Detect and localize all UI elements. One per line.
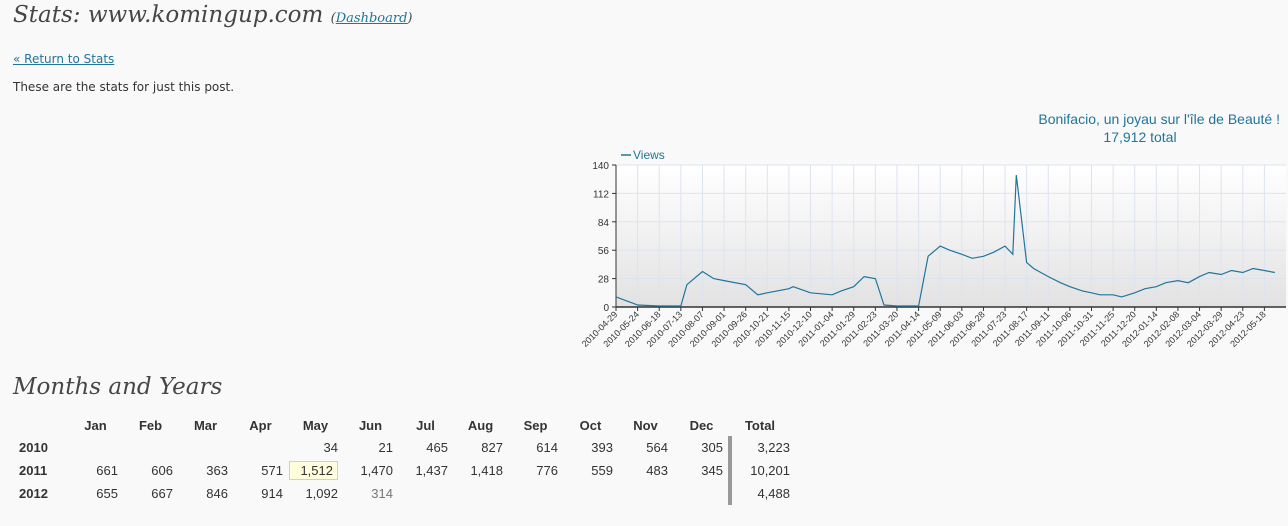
chart-title: Bonifacio, un joyau sur l'île de Beauté … [1038,111,1280,127]
header-year [13,414,68,436]
table-cell: 465 [426,440,448,455]
table-cell: 776 [536,463,558,478]
table-cell [453,482,508,505]
months-table-body: 2010 34 21 465 827 614 393 564 305 3,223 2011 661 60… [13,436,790,505]
months-years-title: Months and Years [13,374,223,400]
header-feb: Feb [138,417,163,433]
table-cell: 606 [151,463,173,478]
table-cell: 827 [481,440,503,455]
dashboard-link-wrap: (Dashboard) [331,11,413,26]
months-table: Jan Feb Mar Apr May Jun Jul Aug Sep Oct Nov Dec Tota… [13,414,790,505]
table-cell: 1,437 [415,463,448,478]
header-apr: Apr [249,417,272,433]
y-tick-label: 140 [592,161,609,172]
header-may: May [302,417,329,433]
table-cell: 1,512 [288,459,343,482]
y-tick-label: 0 [603,303,609,314]
table-cell: 21 [378,440,393,455]
row-total: 3,223 [728,436,790,459]
dashboard-link[interactable]: Dashboard [335,11,408,26]
table-cell: 571 [261,463,283,478]
table-cell [398,482,453,505]
header-jun: Jun [358,417,383,433]
plot-background [616,165,1286,307]
table-cell [178,436,233,459]
header-jul: Jul [416,417,435,433]
table-cell: 305 [701,440,723,455]
y-tick-label: 112 [593,189,609,200]
table-cell: 1,470 [360,463,393,478]
y-tick-label: 28 [598,275,610,286]
header-mar: Mar [193,417,218,433]
header-total: Total [744,417,776,433]
series-line-views [615,175,1275,307]
header-oct: Oct [579,417,602,433]
header-aug: Aug [467,417,494,433]
legend-label: Views [633,148,665,162]
table-cell: 661 [96,463,118,478]
chart-title-block: Bonifacio, un joyau sur l'île de Beauté … [880,110,1280,146]
months-header-row: Jan Feb Mar Apr May Jun Jul Aug Sep Oct Nov Dec Tota… [13,414,790,436]
table-cell: 559 [591,463,613,478]
table-cell [233,436,288,459]
paren-close: ) [407,11,413,26]
table-cell: 314 [371,486,393,501]
table-cell [618,482,673,505]
table-cell: 914 [261,486,283,501]
page-title-text: Stats: www.komingup.com [13,2,324,28]
header-dec: Dec [689,417,714,433]
y-tick-label: 56 [598,246,610,257]
table-cell [508,482,563,505]
header-sep: Sep [523,417,548,433]
header-jan: Jan [84,417,107,433]
best-month-highlight: 1,512 [289,461,338,480]
table-cell: 393 [591,440,613,455]
chart-total: 17,912 total [1103,129,1177,145]
return-to-stats-link[interactable]: « Return to Stats [13,52,115,66]
table-cell [563,482,618,505]
table-cell [673,482,730,505]
row-total: 10,201 [728,459,790,482]
table-cell: 614 [536,440,558,455]
table-row: 2010 34 21 465 827 614 393 564 305 3,223 [13,436,790,459]
views-chart: 02856841121402010-04-292010-05-242010-06… [580,148,1286,349]
row-year: 2012 [19,486,48,501]
table-cell: 1,418 [470,463,503,478]
table-row: 2012 655 667 846 914 1,092 314 4,488 [13,482,790,505]
table-cell: 846 [206,486,228,501]
header-nov: Nov [633,417,658,433]
table-cell: 34 [323,440,338,455]
y-tick-label: 84 [598,218,610,229]
table-cell: 1,092 [305,486,338,501]
table-cell: 363 [206,463,228,478]
table-cell [68,436,123,459]
table-cell: 564 [646,440,668,455]
row-total: 4,488 [728,482,790,505]
table-cell: 667 [151,486,173,501]
table-cell [123,436,178,459]
table-cell: 655 [96,486,118,501]
row-year: 2011 [19,463,48,478]
table-cell: 345 [701,463,723,478]
table-cell: 483 [646,463,668,478]
table-row: 2011 661 606 363 571 1,512 1,470 1,437 1,418 776 5… [13,459,790,482]
page-title: Stats: www.komingup.com (Dashboard) [13,2,412,28]
intro-text: These are the stats for just this post. [13,80,235,94]
row-year: 2010 [19,440,48,455]
paren-open: ( [330,11,336,26]
